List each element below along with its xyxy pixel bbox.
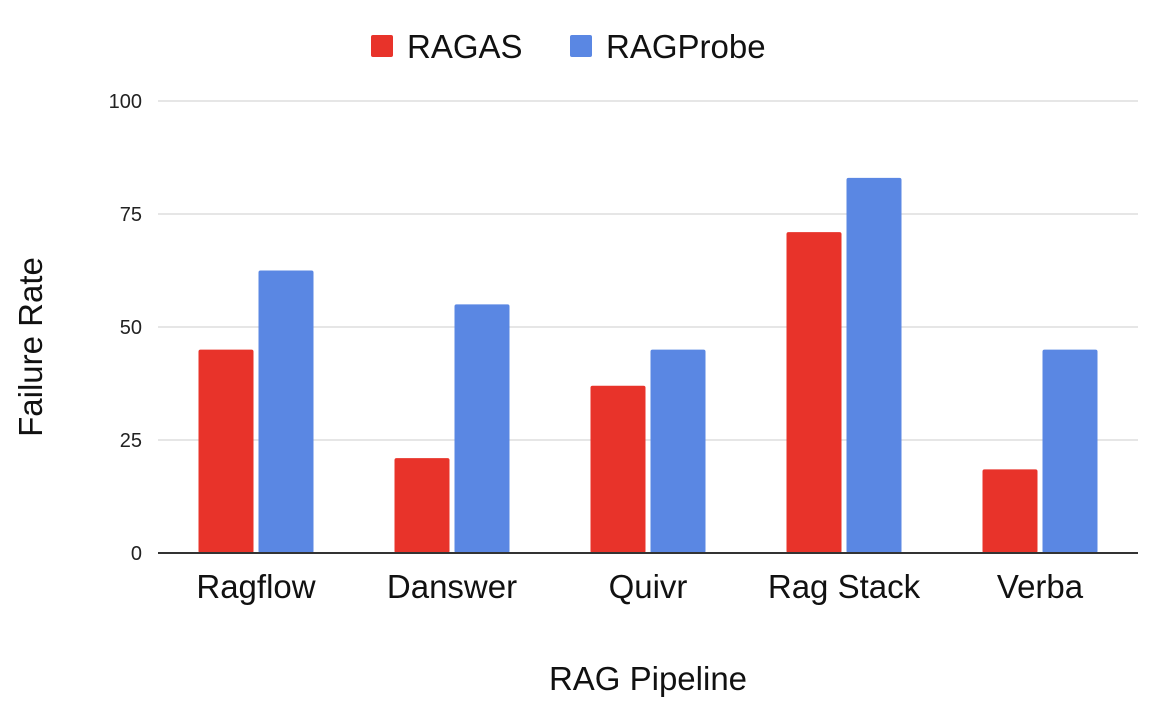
y-tick-label: 0 [131,543,142,565]
y-tick-label: 50 [120,317,142,339]
bar-ragas-ragflow [198,349,254,553]
x-tick-label: Rag Stack [768,568,921,605]
bar-ragas-quivr [590,385,646,553]
bar-ragprobe-ragflow [258,270,314,553]
y-tick-label: 25 [120,430,142,452]
legend-label-ragprobe: RAGProbe [606,28,766,65]
y-axis-title: Failure Rate [12,257,49,437]
grid [158,100,1138,441]
y-tick-labels: 0 25 50 75 100 [109,91,142,565]
x-tick-labels: Ragflow Danswer Quivr Rag Stack Verba [196,568,1083,605]
bar-ragas-danswer [394,458,450,553]
bar-ragprobe-verba [1042,349,1098,553]
bar-ragprobe-rag-stack [846,177,902,553]
x-tick-label: Ragflow [196,568,315,605]
x-axis-title: RAG Pipeline [549,660,747,697]
legend-swatch-ragas [371,35,393,57]
legend-swatch-ragprobe [570,35,592,57]
legend: RAGAS RAGProbe [371,28,766,65]
y-tick-label: 75 [120,204,142,226]
x-tick-label: Danswer [387,568,517,605]
legend-label-ragas: RAGAS [407,28,523,65]
bar-ragas-rag-stack [786,232,842,553]
bar-ragprobe-quivr [650,349,706,553]
bars [198,177,1098,553]
bar-ragas-verba [982,469,1038,553]
y-tick-label: 100 [109,91,142,113]
x-tick-label: Verba [997,568,1084,605]
x-tick-label: Quivr [609,568,688,605]
bar-ragprobe-danswer [454,304,510,553]
